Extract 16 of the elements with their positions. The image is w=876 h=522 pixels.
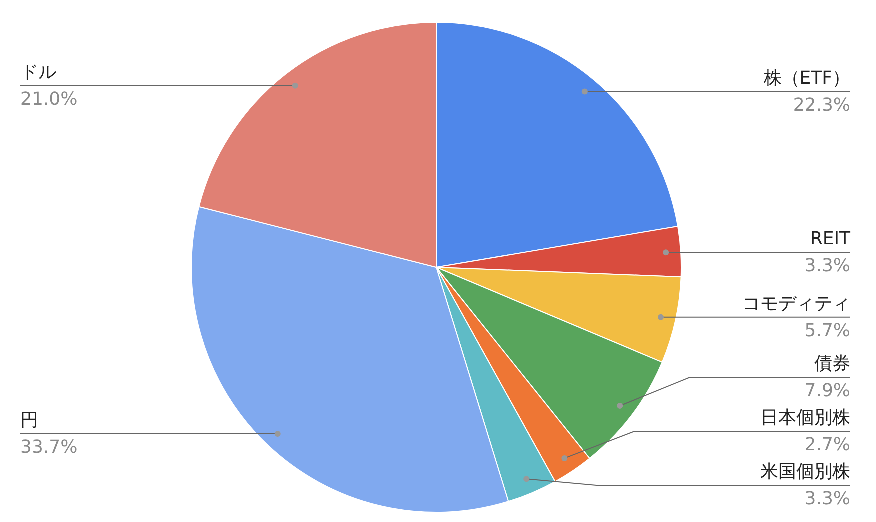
data-label: 2.7% — [804, 434, 851, 456]
slice-label: REIT — [810, 228, 852, 250]
slice-label: 円 — [20, 410, 38, 432]
data-label: 22.3% — [793, 94, 851, 116]
slice-label: 米国個別株 — [760, 462, 850, 482]
data-label: 7.9% — [804, 380, 851, 402]
data-label: 21.0% — [20, 88, 78, 110]
data-label: 33.7% — [20, 437, 78, 458]
slice-label: 債券 — [814, 354, 850, 374]
slice-label: ドル — [20, 62, 56, 83]
data-label: 3.3% — [804, 488, 851, 510]
slice-label: 日本個別株 — [760, 408, 850, 428]
data-label: 3.3% — [804, 256, 851, 277]
slice-label: 株（ETF） — [762, 68, 851, 89]
data-label: 5.7% — [804, 320, 851, 342]
slice-label: コモディティ — [742, 293, 850, 314]
